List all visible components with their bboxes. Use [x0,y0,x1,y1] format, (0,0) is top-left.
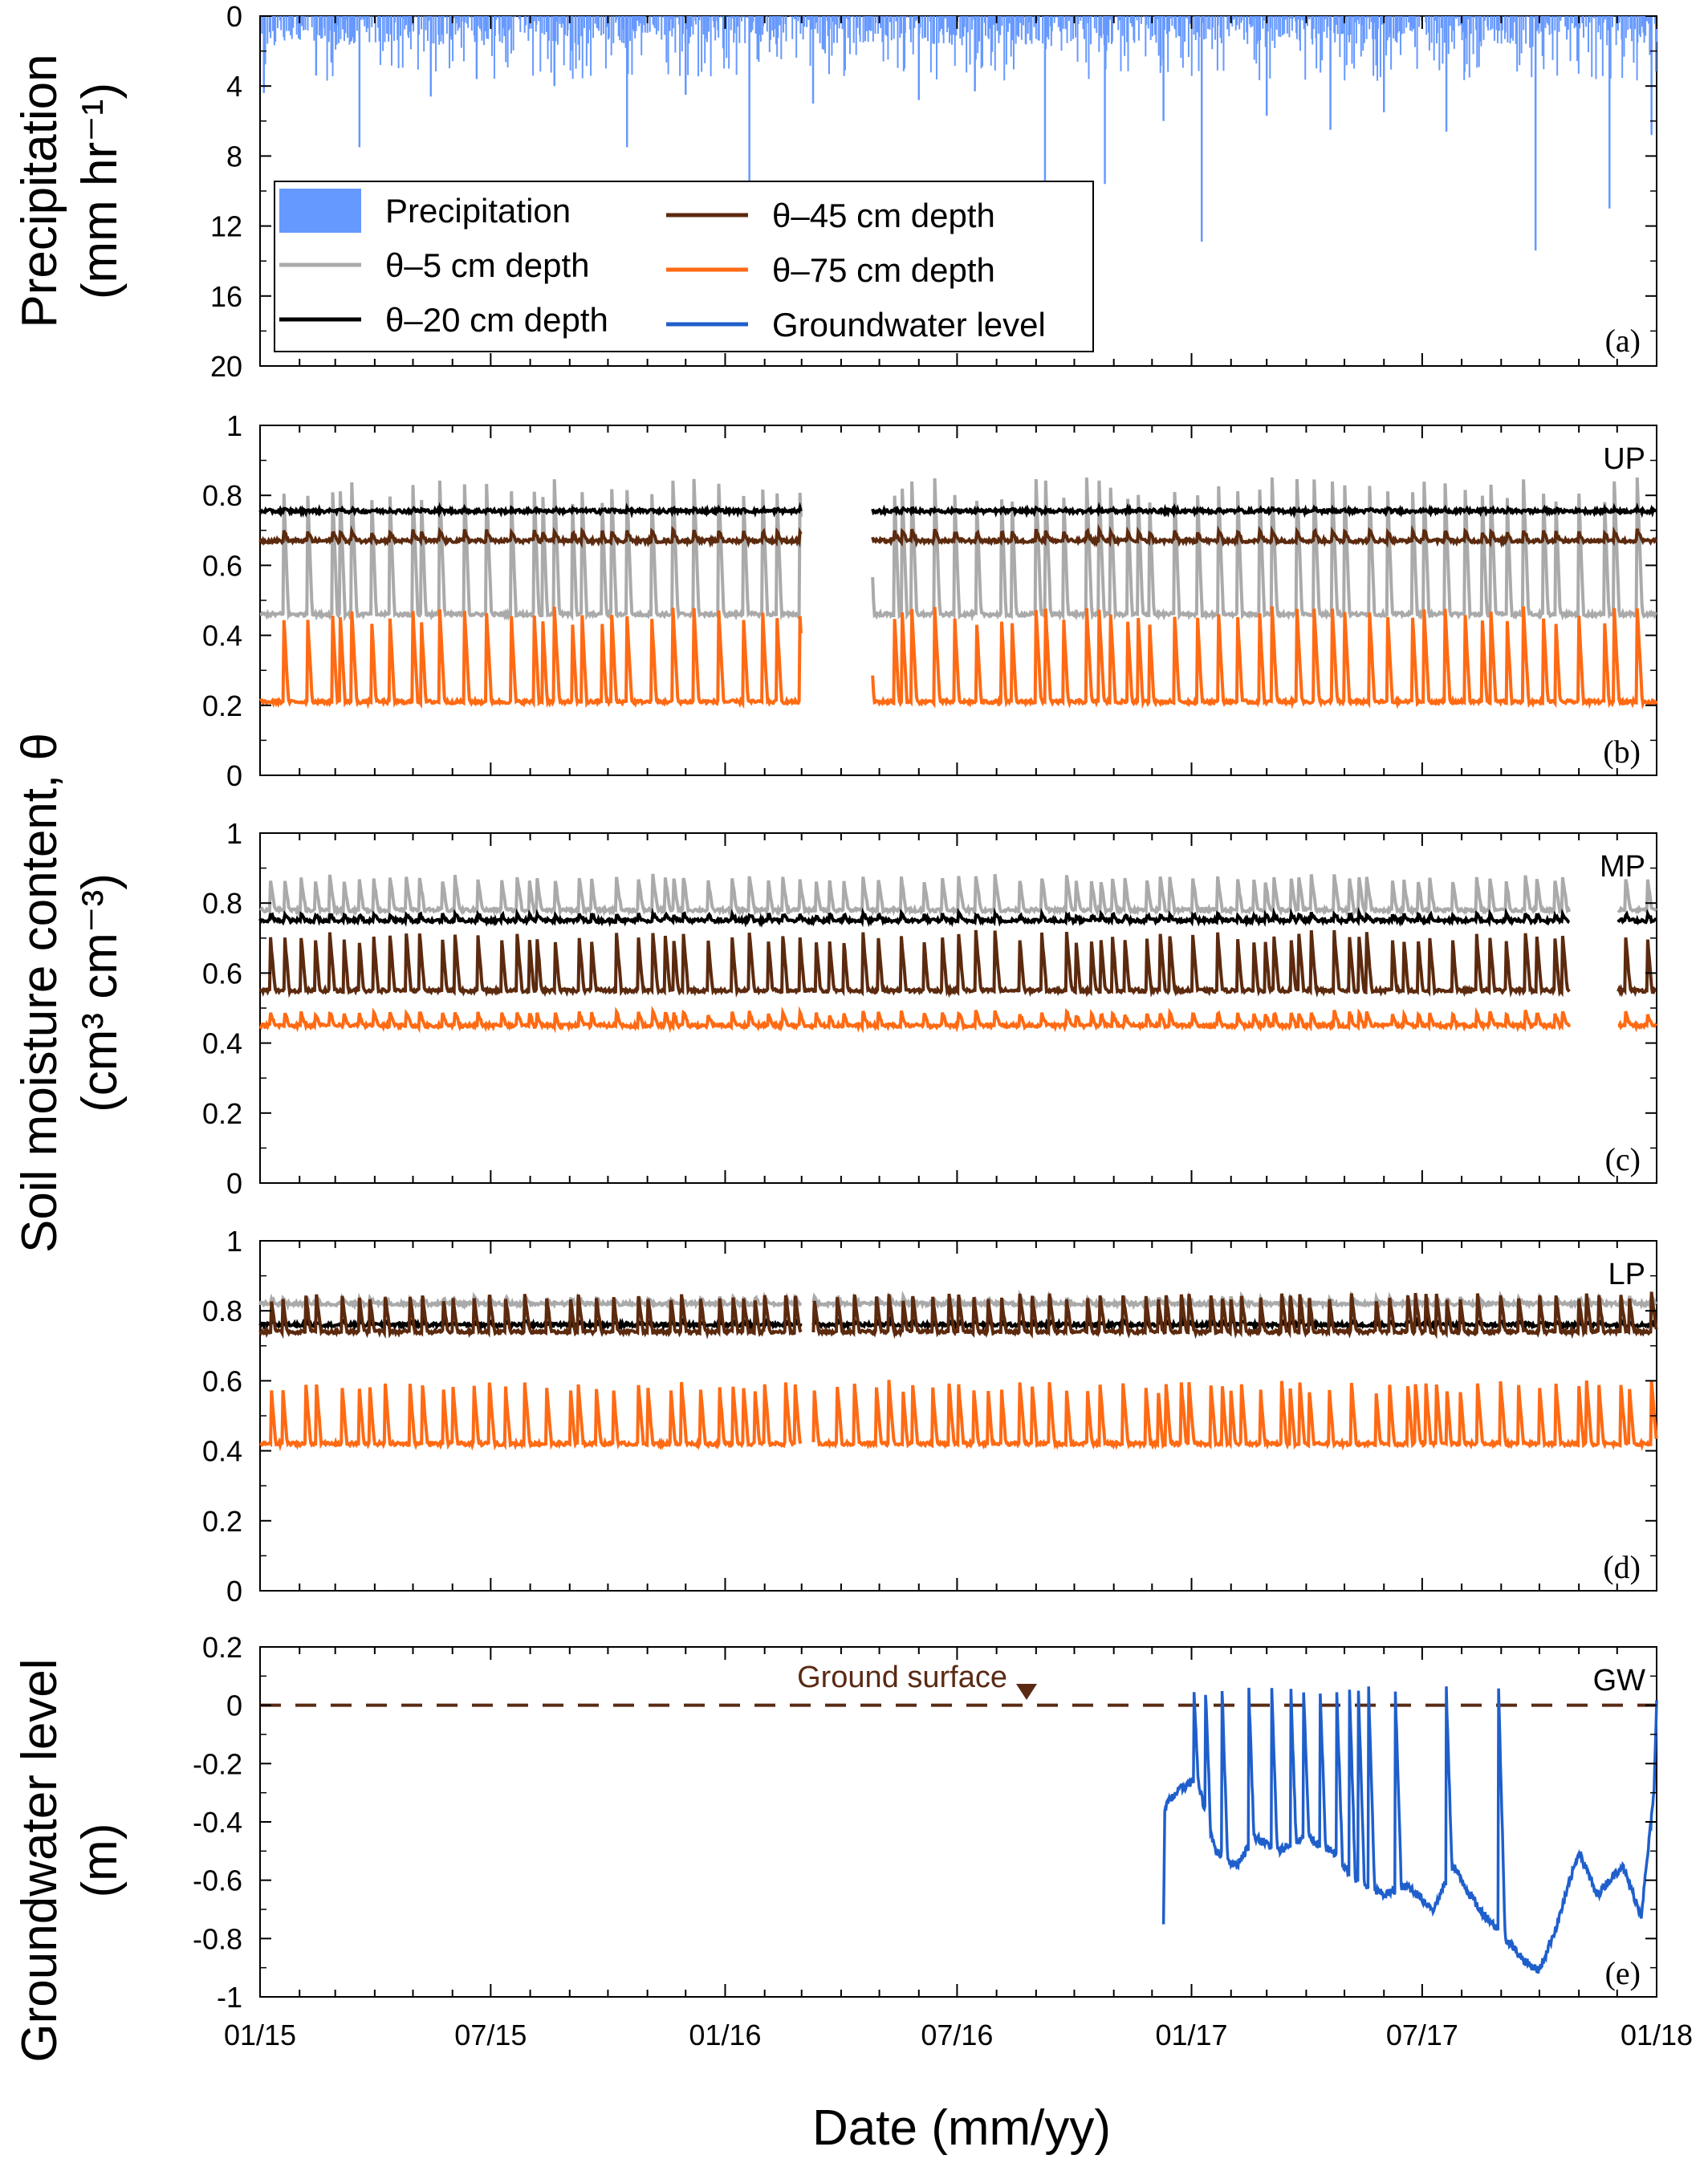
x-tick-label: 07/16 [921,2019,993,2051]
site-tag-mp: MP [1600,850,1645,884]
x-tick-label: 01/16 [689,2019,761,2051]
y-tick-label: 4 [226,70,242,103]
legend-label-groundwater: Groundwater level [772,306,1046,344]
panel-tag-a: (a) [1605,323,1641,359]
site-tag-gw: GW [1593,1664,1646,1697]
legend-label-theta20: θ–20 cm depth [385,301,608,339]
y-tick-label: 0.8 [202,479,242,512]
y-tick-label: 0.6 [202,549,242,582]
y-tick-label: 0.2 [202,1631,242,1664]
panel-tag-d: (d) [1603,1549,1641,1585]
y-tick-label: 0.8 [202,887,242,920]
y-tick-label: 0 [226,0,242,33]
soil-moisture-line-d-2 [258,1291,1658,1340]
soil-moisture-line-d-3 [259,1380,1658,1452]
y-title-gw-line2: (m) [72,1824,128,1898]
soil-moisture-line-b-3 [258,606,1658,710]
y-tick-label: -0.6 [193,1864,242,1897]
legend-label-theta45: θ–45 cm depth [772,197,995,234]
legend: Precipitation θ–5 cm depth θ–20 cm depth… [274,181,1094,352]
legend-label-theta75: θ–75 cm depth [772,251,995,289]
soil-moisture-line-b-2 [258,523,1658,549]
y-tick-label: 0.4 [202,620,242,653]
y-tick-label: 0.6 [202,957,242,990]
y-tick-label: 1 [226,817,242,850]
panel-tag-e: (e) [1605,1955,1641,1991]
y-tick-label: 20 [210,350,242,383]
y-title-precip-line1: Precipitation [12,54,67,327]
y-tick-label: 0.8 [202,1295,242,1327]
y-tick-label: 0 [226,1575,242,1608]
y-tick-label: 0.2 [202,1505,242,1538]
soil-moisture-line-c-1 [258,906,1657,929]
chart-marks [258,16,1658,1974]
x-tick-label: 01/17 [1155,2019,1227,2051]
soil-moisture-line-b-1 [258,502,1657,518]
y-title-soil-line2: (cm³ cm⁻³) [72,873,128,1112]
site-tag-up: UP [1603,442,1645,476]
y-tick-label: 0 [226,759,242,792]
y-tick-label: 0 [226,1167,242,1200]
precipitation-bars [261,16,1658,321]
ground-surface-label: Ground surface [797,1661,1007,1694]
legend-label-theta5: θ–5 cm depth [385,246,590,284]
x-tick-label: 01/15 [224,2019,296,2051]
x-axis-title: Date (mm/yy) [812,2100,1111,2156]
soil-moisture-line-d-0 [258,1289,1658,1311]
legend-label-precipitation: Precipitation [385,192,571,230]
y-tick-label: 0.2 [202,689,242,722]
y-tick-label: 8 [226,140,242,173]
y-tick-label: 16 [210,280,242,313]
soil-moisture-line-b-0 [259,477,1657,622]
soil-moisture-line-c-2 [258,929,1657,998]
tick-labels: 0 4 8 12 16 20 0 0.2 0.4 0.6 0.8 1 0 0.2 0.4 0.6 0.8 1 0 0.… [193,0,1693,2051]
x-tick-label: 07/15 [454,2019,527,2051]
y-tick-label: 12 [210,210,242,243]
y-title-soil-line1: Soil moisture content, θ [12,733,67,1253]
y-tick-label: -1 [217,1981,242,2014]
tick-marks [259,15,1657,1998]
panel-tag-c: (c) [1605,1141,1641,1177]
legend-swatch-precipitation [279,189,361,233]
y-title-precip-line2: (mm hr⁻¹) [72,83,128,299]
site-tag-lp: LP [1608,1258,1645,1291]
x-tick-label: 07/17 [1386,2019,1458,2051]
y-tick-label: 0.4 [202,1027,242,1060]
y-tick-label: -0.4 [193,1806,242,1839]
y-tick-label: 1 [226,409,242,442]
y-tick-label: 0 [226,1689,242,1722]
soil-moisture-line-c-0 [259,873,1657,918]
y-tick-label: 0.2 [202,1097,242,1130]
y-tick-label: 0.4 [202,1435,242,1468]
panel-tag-b: (b) [1603,734,1641,770]
y-tick-label: -0.8 [193,1922,242,1955]
ground-surface-marker [1016,1684,1037,1700]
y-title-gw-line1: Groundwater level [12,1658,67,2062]
y-tick-label: 0.6 [202,1364,242,1397]
soil-moisture-line-c-3 [258,1005,1657,1034]
groundwater-level-line [1161,1686,1658,1974]
y-tick-label: -0.2 [193,1747,242,1780]
x-tick-label: 01/18 [1621,2019,1693,2051]
y-tick-label: 1 [226,1225,242,1258]
